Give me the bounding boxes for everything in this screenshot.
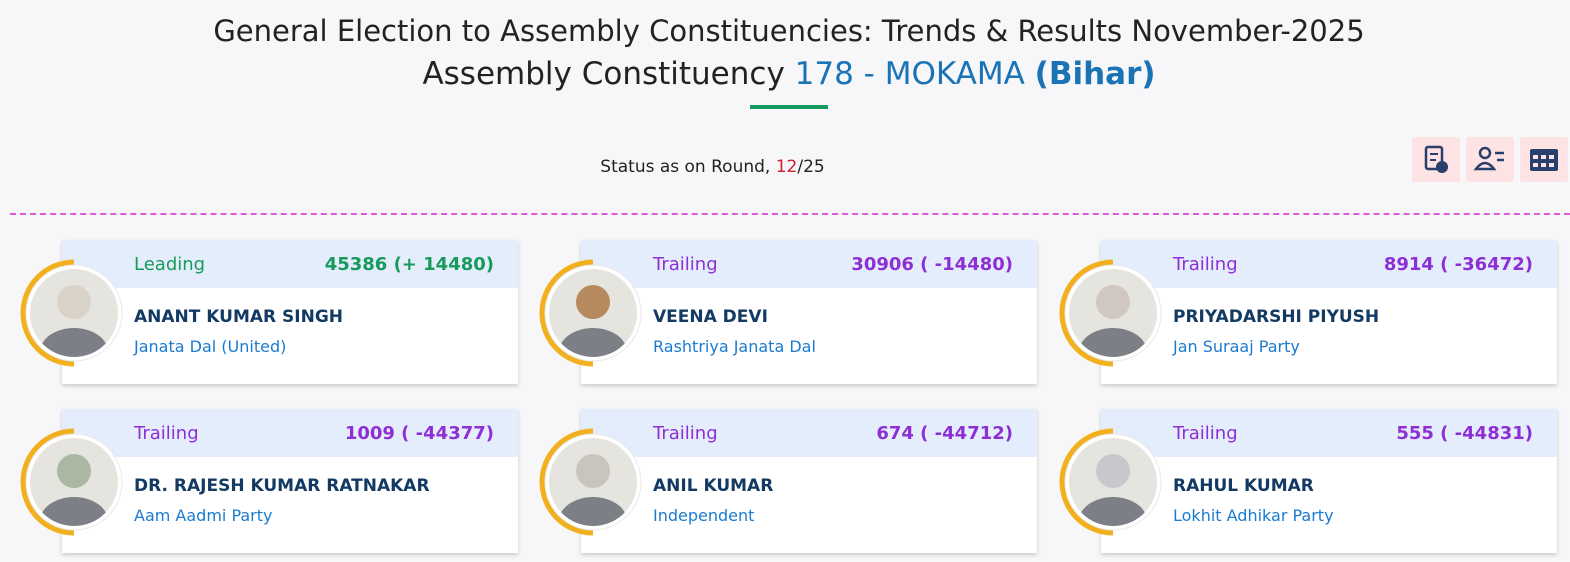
- candidate-name: VEENA DEVI: [653, 307, 768, 327]
- candidate-card: Trailing 8914 ( -36472) PRIYADARSHI PIYUSH…: [1101, 240, 1557, 384]
- candidate-name: DR. RAJESH KUMAR RATNAKAR: [134, 476, 430, 496]
- party-name: Jan Suraaj Party: [1173, 337, 1300, 356]
- vote-count: 1009 ( -44377): [344, 423, 494, 444]
- state: (Bihar): [1034, 56, 1156, 92]
- round-status: Status as on Round, 12/25: [560, 157, 865, 177]
- candidate-name: PRIYADARSHI PIYUSH: [1173, 307, 1380, 327]
- vote-count: 674 ( -44712): [876, 423, 1013, 444]
- party-name: Lokhit Adhikar Party: [1173, 506, 1334, 525]
- card-header: [581, 409, 1037, 457]
- round-total: /25: [797, 157, 825, 177]
- status-label: Status as on Round,: [600, 157, 771, 177]
- card-header: [62, 240, 518, 288]
- icon-svg: [1530, 149, 1558, 171]
- candidate-photo: [1051, 252, 1175, 376]
- photo-svg: [20, 428, 123, 536]
- vote-count: 8914 ( -36472): [1383, 254, 1533, 275]
- icon-svg: [1424, 145, 1448, 173]
- party-name: Aam Aadmi Party: [134, 506, 273, 525]
- divider: [10, 213, 1570, 215]
- round-current: 12: [775, 157, 798, 177]
- candidate-photo: [531, 252, 655, 376]
- candidate-name: ANANT KUMAR SINGH: [134, 307, 344, 327]
- party-name: Rashtriya Janata Dal: [653, 337, 816, 356]
- photo-svg: [539, 428, 642, 536]
- result-status: Trailing: [653, 254, 718, 275]
- candidate-photo: [1051, 421, 1175, 545]
- candidate-photo: [531, 421, 655, 545]
- card-header: [1101, 240, 1557, 288]
- vote-count: 45386 (+ 14480): [324, 254, 494, 275]
- candidate-card: Trailing 674 ( -44712) ANIL KUMAR Independe…: [581, 409, 1037, 553]
- card-header: [1101, 409, 1557, 457]
- result-status: Trailing: [134, 423, 199, 444]
- page-title: General Election to Assembly Constituenc…: [213, 14, 1365, 48]
- photo-svg: [1059, 428, 1162, 536]
- party-name: Independent: [653, 506, 755, 525]
- candidate-card: Leading 45386 (+ 14480) ANANT KUMAR SINGH J…: [62, 240, 518, 384]
- photo-svg: [539, 259, 642, 367]
- vote-count: 30906 ( -14480): [851, 254, 1013, 275]
- result-status: Trailing: [653, 423, 718, 444]
- icon-svg: [1473, 146, 1504, 171]
- candidate-card: Trailing 555 ( -44831) RAHUL KUMAR Lokhit A…: [1101, 409, 1557, 553]
- candidate-card: Trailing 30906 ( -14480) VEENA DEVI Rashtri…: [581, 240, 1037, 384]
- card-header: [62, 409, 518, 457]
- candidate-photo: [12, 421, 136, 545]
- underline: [750, 105, 828, 109]
- party-name: Janata Dal (United): [134, 337, 287, 356]
- table-icon[interactable]: [1520, 137, 1568, 182]
- candidate-name: ANIL KUMAR: [653, 476, 774, 496]
- constituency: 178 - MOKAMA: [794, 56, 1025, 92]
- candidate-name: RAHUL KUMAR: [1173, 476, 1314, 496]
- subtitle-prefix: Assembly Constituency: [422, 56, 785, 92]
- candidate-icon[interactable]: [1466, 137, 1514, 182]
- candidate-photo: [12, 252, 136, 376]
- subtitle: Assembly Constituency 178 - MOKAMA (Biha…: [0, 56, 1570, 92]
- results-icon[interactable]: [1412, 137, 1460, 182]
- photo-svg: [1059, 259, 1162, 367]
- candidate-card: Trailing 1009 ( -44377) DR. RAJESH KUMAR R…: [62, 409, 518, 553]
- card-header: [581, 240, 1037, 288]
- result-status: Trailing: [1173, 254, 1238, 275]
- result-status: Leading: [134, 254, 206, 275]
- vote-count: 555 ( -44831): [1396, 423, 1533, 444]
- result-status: Trailing: [1173, 423, 1238, 444]
- photo-svg: [20, 259, 123, 367]
